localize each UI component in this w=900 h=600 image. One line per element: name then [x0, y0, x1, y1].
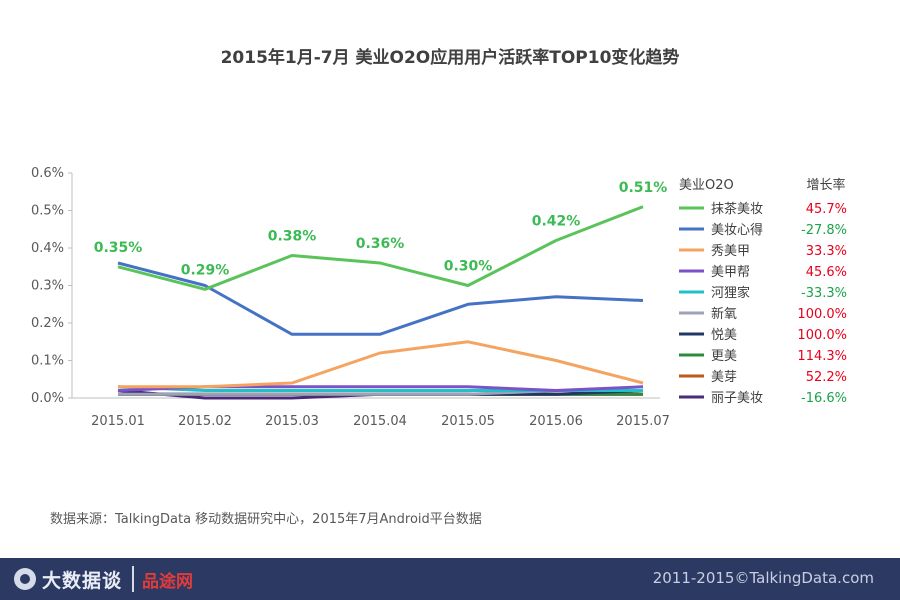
series-line-秀美甲	[118, 340, 644, 389]
legend-label: 河狸家	[711, 285, 750, 301]
series-line-抹茶美妆	[117, 205, 644, 291]
data-label: 0.29%	[181, 262, 230, 278]
growth-value: 45.7%	[806, 202, 847, 217]
growth-value: -16.6%	[801, 391, 847, 406]
legend-label: 美芽	[711, 370, 737, 385]
y-tick-label: 0.6%	[31, 166, 64, 181]
data-label: 0.30%	[444, 259, 493, 275]
talkingdata-logo-icon	[14, 568, 36, 590]
x-tick-label: 2015.02	[178, 414, 232, 429]
growth-value: 45.6%	[806, 265, 847, 280]
footer-logo-text: 大数据谈	[42, 569, 123, 592]
data-label: 0.36%	[356, 236, 405, 252]
chart-title: 2015年1月-7月 美业O2O应用用户活跃率TOP10变化趋势	[220, 48, 680, 68]
data-label: 0.51%	[619, 180, 668, 196]
footer-divider	[132, 566, 135, 592]
data-label: 0.35%	[94, 240, 143, 256]
legend-label: 更美	[711, 349, 737, 364]
y-tick-label: 0.2%	[31, 316, 64, 331]
growth-value: 33.3%	[806, 244, 847, 259]
legend-label: 新氧	[711, 306, 737, 322]
y-tick-label: 0.5%	[31, 204, 64, 219]
x-tick-label: 2015.05	[441, 414, 495, 429]
data-source-note: 数据来源：TalkingData 移动数据研究中心，2015年7月Android…	[50, 512, 482, 527]
growth-value: 100.0%	[797, 307, 847, 322]
legend-label: 丽子美妆	[711, 391, 763, 406]
legend-label: 秀美甲	[711, 244, 750, 259]
footer-brand-text: 品途网	[142, 571, 194, 592]
data-label: 0.42%	[532, 214, 581, 230]
legend-header: 美业O2O	[679, 178, 734, 193]
growth-value: 100.0%	[797, 328, 847, 343]
x-tick-label: 2015.03	[265, 414, 319, 429]
growth-header: 增长率	[806, 177, 845, 193]
legend-label: 抹茶美妆	[711, 201, 763, 217]
line-chart: 0.0% 0.1% 0.2% 0.3% 0.4% 0.5% 0.6% 2015.01 2015.…	[31, 166, 847, 429]
footer-logo: 大数据谈 品途网	[14, 566, 193, 592]
legend-label: 美甲帮	[711, 265, 750, 280]
data-label: 0.38%	[268, 229, 317, 245]
growth-value: -33.3%	[801, 286, 847, 301]
x-tick-label: 2015.04	[353, 414, 407, 429]
footer-copyright: 2011-2015©TalkingData.com	[652, 569, 874, 587]
x-tick-label: 2015.01	[91, 414, 145, 429]
y-tick-label: 0.1%	[31, 354, 64, 369]
legend-label: 美妆心得	[711, 222, 763, 238]
x-tick-label: 2015.07	[616, 414, 670, 429]
growth-value: 114.3%	[797, 349, 847, 364]
growth-value: -27.8%	[801, 223, 847, 238]
y-tick-label: 0.3%	[31, 279, 64, 294]
x-tick-label: 2015.06	[529, 414, 583, 429]
y-tick-label: 0.4%	[31, 241, 64, 256]
y-tick-label: 0.0%	[31, 391, 64, 406]
growth-value: 52.2%	[806, 370, 847, 385]
legend-label: 悦美	[711, 328, 737, 343]
footer-bar: 大数据谈 品途网 2011-2015©TalkingData.com	[0, 558, 900, 600]
series-line-美妆心得	[117, 261, 644, 336]
